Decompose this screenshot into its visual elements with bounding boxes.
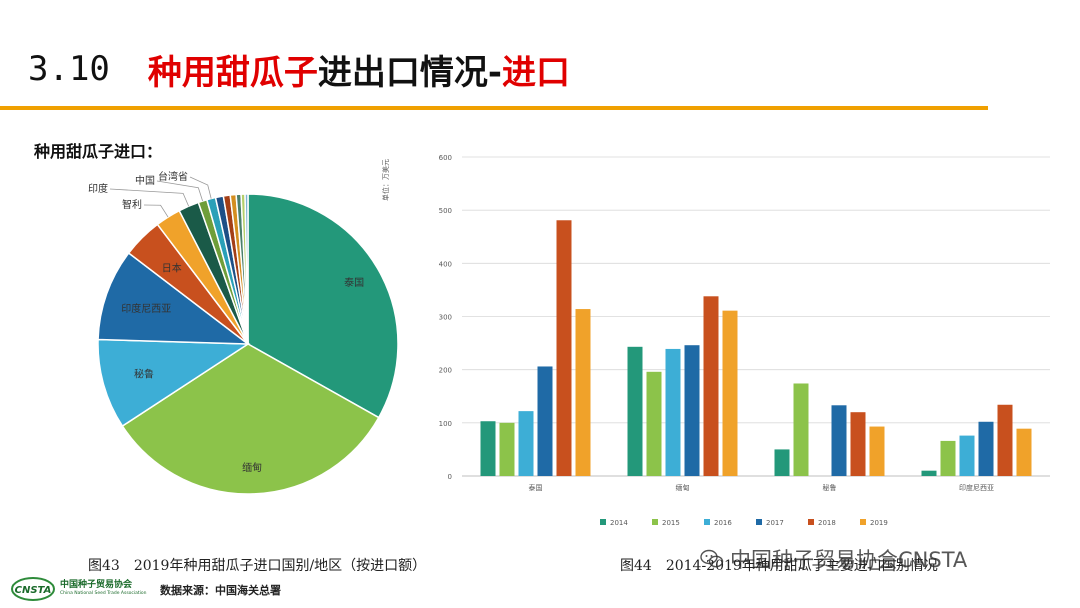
y-tick-label: 0 xyxy=(448,473,452,481)
x-tick-label: 秘鲁 xyxy=(823,483,837,492)
y-tick-label: 400 xyxy=(439,260,452,268)
bar-2015-秘鲁 xyxy=(793,383,809,476)
bar-2015-泰国 xyxy=(499,422,515,476)
slide-title: 3.10 种用甜瓜子 进出口情况- 进口 xyxy=(28,44,570,94)
bar-2016-印度尼西亚 xyxy=(959,435,975,476)
bar-2015-印度尼西亚 xyxy=(940,440,956,476)
association-logo: CNSTA 中国种子贸易协会 China National Seed Trade… xyxy=(10,574,147,604)
bar-2017-缅甸 xyxy=(684,345,700,476)
y-axis-unit-label: 单位：万美元 xyxy=(381,159,390,201)
slide-number: 3.10 xyxy=(28,49,110,89)
wechat-watermark: 中国种子贸易协会CNSTA xyxy=(700,544,967,574)
legend-label: 2015 xyxy=(662,519,680,527)
pie-caption: 图43 2019年种用甜瓜子进口国别/地区（按进口额） xyxy=(88,558,427,574)
pie-leader-line xyxy=(156,180,203,202)
pie-outside-label: 智利 xyxy=(122,198,142,211)
pie-slice-缅甸 xyxy=(121,343,380,495)
pie-leader-line xyxy=(189,176,212,199)
x-tick-label: 印度尼西亚 xyxy=(959,483,994,492)
bar-2019-泰国 xyxy=(575,309,591,476)
x-tick-label: 缅甸 xyxy=(676,483,690,492)
title-segment-import: 进口 xyxy=(502,52,571,93)
pie-heading: 种用甜瓜子进口： xyxy=(34,142,163,161)
legend-swatch xyxy=(808,519,814,525)
bar-2014-印度尼西亚 xyxy=(921,470,937,476)
title-segment-import-export: 进出口情况- xyxy=(317,52,503,93)
pie-label: 日本 xyxy=(162,262,182,275)
logo-mark-text: CNSTA xyxy=(15,585,52,596)
legend-label: 2016 xyxy=(714,519,732,527)
y-tick-label: 100 xyxy=(439,420,452,428)
legend-swatch xyxy=(860,519,866,525)
bar-2014-秘鲁 xyxy=(774,449,790,476)
bar-caption: 图44 2014-2019年种用甜瓜子主要进口国别情况 xyxy=(620,558,938,574)
bar-2014-泰国 xyxy=(480,421,496,476)
pie-leader-line xyxy=(109,188,190,207)
bar-2017-印度尼西亚 xyxy=(978,421,994,476)
bar-2019-印度尼西亚 xyxy=(1016,428,1032,476)
bar-2018-泰国 xyxy=(556,220,572,476)
legend-swatch xyxy=(756,519,762,525)
bar-2018-秘鲁 xyxy=(850,412,866,476)
title-divider xyxy=(0,106,988,110)
legend-label: 2017 xyxy=(766,519,784,527)
bar-2015-缅甸 xyxy=(646,371,662,476)
pie-label: 印度尼西亚 xyxy=(121,302,171,315)
y-tick-label: 200 xyxy=(439,367,452,375)
pie-label: 秘鲁 xyxy=(134,367,154,380)
pie-outside-label: 中国 xyxy=(135,174,155,187)
legend-label: 2019 xyxy=(870,519,888,527)
legend-swatch xyxy=(652,519,658,525)
y-tick-label: 600 xyxy=(439,154,452,162)
legend-label: 2018 xyxy=(818,519,836,527)
legend-swatch xyxy=(600,519,606,525)
pie-label: 缅甸 xyxy=(242,461,262,474)
y-tick-label: 300 xyxy=(439,314,452,322)
bar-2017-秘鲁 xyxy=(831,405,847,476)
data-source: 数据来源：中国海关总署 xyxy=(160,584,281,597)
pie-slice xyxy=(244,193,249,345)
title-segment-seed-melon: 种用甜瓜子 xyxy=(147,52,318,93)
wechat-icon xyxy=(700,549,724,568)
watermark-text: 中国种子贸易协会CNSTA xyxy=(730,548,968,572)
pie-slice-秘鲁 xyxy=(97,338,251,428)
bar-2019-秘鲁 xyxy=(869,426,885,476)
bar-2016-缅甸 xyxy=(665,348,681,476)
y-tick-label: 500 xyxy=(439,207,452,215)
x-tick-label: 泰国 xyxy=(529,483,543,492)
legend-label: 2014 xyxy=(610,519,628,527)
cnsta-logo-mark: CNSTA xyxy=(11,577,55,601)
pie-outside-label: 印度 xyxy=(88,182,108,195)
pie-label: 泰国 xyxy=(344,276,364,289)
bar-2016-泰国 xyxy=(518,411,534,476)
legend-swatch xyxy=(704,519,710,525)
pie-slice-泰国 xyxy=(247,193,399,419)
bar-2018-缅甸 xyxy=(703,296,719,476)
logo-cn-name: 中国种子贸易协会 xyxy=(60,580,133,591)
bar-2017-泰国 xyxy=(537,366,553,476)
bar-2014-缅甸 xyxy=(627,346,643,476)
pie-slice-印度尼西亚 xyxy=(97,251,251,345)
bar-2019-缅甸 xyxy=(722,310,738,476)
pie-outside-label: 台湾省 xyxy=(158,170,188,183)
bar-2018-印度尼西亚 xyxy=(997,404,1013,476)
pie-leader-line xyxy=(143,204,169,218)
logo-en-name: China National Seed Trade Association xyxy=(60,591,147,597)
